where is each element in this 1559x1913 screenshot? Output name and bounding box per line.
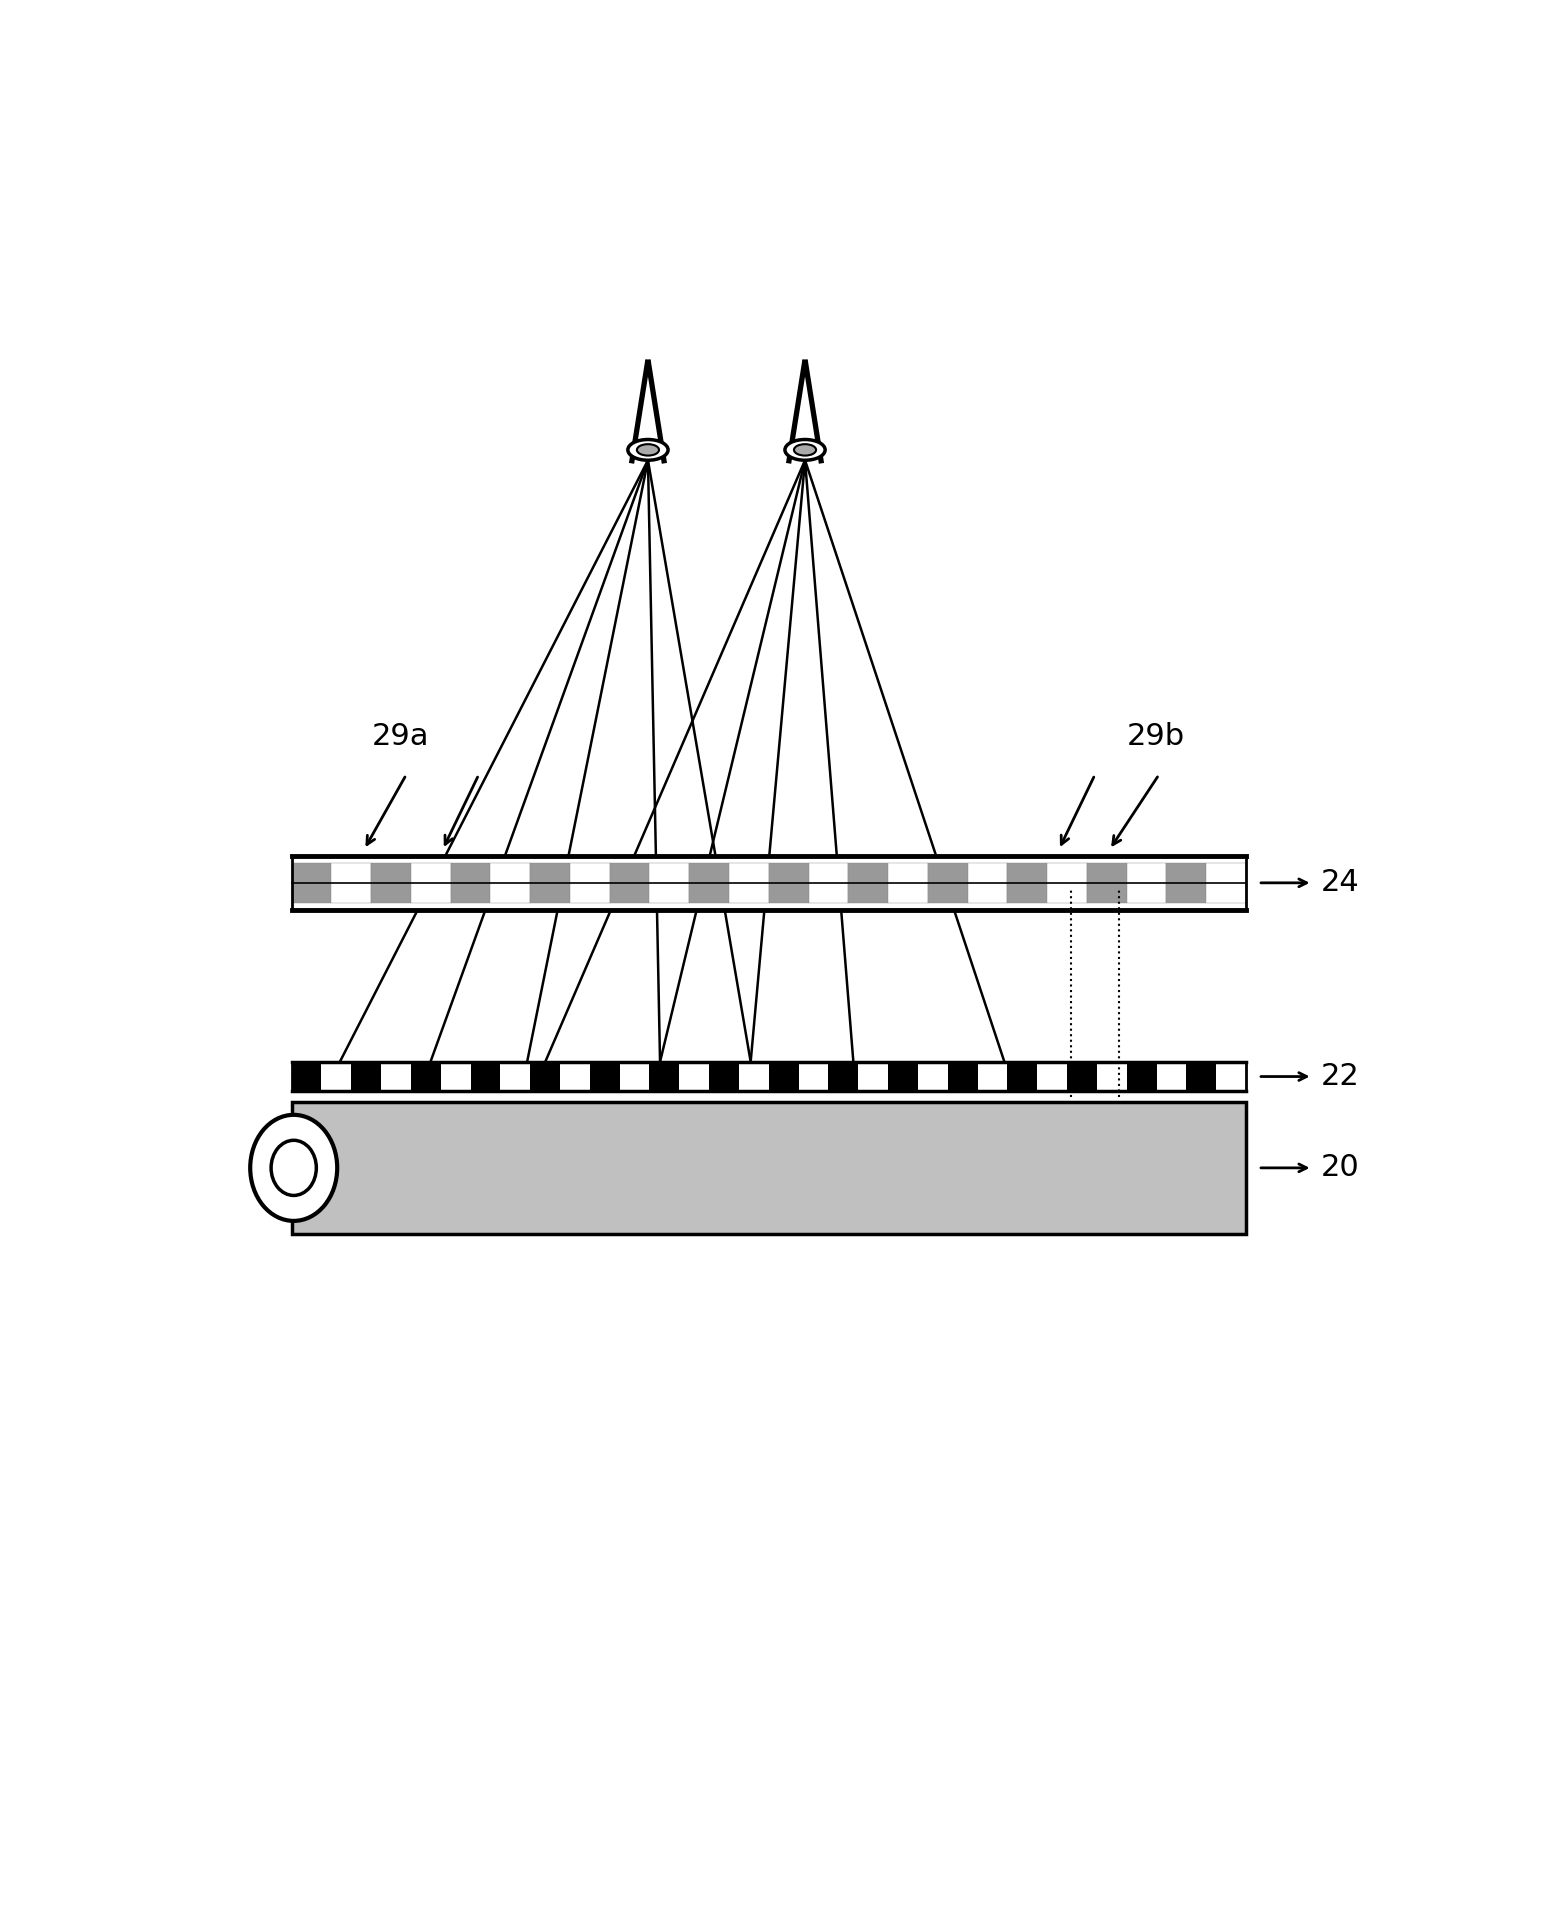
Bar	[560, 1062, 589, 1090]
Bar	[351, 1062, 380, 1090]
Bar	[918, 1062, 948, 1090]
Bar	[619, 1062, 650, 1090]
Bar	[809, 863, 848, 903]
Bar	[1207, 863, 1246, 903]
Bar	[1127, 1062, 1157, 1090]
Text: 20: 20	[1320, 1154, 1359, 1182]
Circle shape	[271, 1140, 316, 1196]
Bar	[1007, 863, 1048, 903]
Bar	[1127, 863, 1166, 903]
Bar	[1098, 1062, 1127, 1090]
Bar	[928, 863, 968, 903]
Bar	[650, 863, 689, 903]
Bar	[1216, 1062, 1246, 1090]
Bar	[1087, 863, 1127, 903]
Bar	[680, 1062, 709, 1090]
Bar	[1157, 1062, 1186, 1090]
Bar	[451, 863, 491, 903]
Bar	[739, 1062, 769, 1090]
Bar	[689, 863, 730, 903]
Bar	[889, 863, 928, 903]
Bar	[769, 863, 809, 903]
Bar	[292, 855, 1246, 911]
Bar	[491, 863, 530, 903]
Bar	[948, 1062, 977, 1090]
Ellipse shape	[794, 444, 815, 455]
Bar	[292, 1062, 321, 1090]
Bar	[1037, 1062, 1066, 1090]
Bar	[380, 1062, 412, 1090]
Bar	[371, 863, 412, 903]
Bar	[530, 1062, 560, 1090]
Ellipse shape	[628, 440, 669, 461]
Bar	[471, 1062, 500, 1090]
Bar	[610, 863, 650, 903]
Bar	[730, 863, 769, 903]
Bar	[1186, 1062, 1216, 1090]
Bar	[968, 863, 1007, 903]
Circle shape	[249, 1115, 337, 1220]
Bar	[589, 1062, 619, 1090]
Bar	[848, 863, 889, 903]
Bar	[530, 863, 571, 903]
Bar	[292, 863, 332, 903]
Bar	[650, 1062, 680, 1090]
Bar	[412, 863, 451, 903]
Ellipse shape	[638, 444, 659, 455]
Bar	[292, 1062, 1246, 1090]
Bar	[828, 1062, 859, 1090]
Bar	[798, 1062, 828, 1090]
Bar	[1007, 1062, 1037, 1090]
Bar	[1166, 863, 1207, 903]
Bar	[709, 1062, 739, 1090]
Bar	[500, 1062, 530, 1090]
Text: 29a: 29a	[371, 721, 429, 752]
Bar	[1066, 1062, 1098, 1090]
Bar	[292, 1102, 1246, 1234]
Bar	[332, 863, 371, 903]
Text: 24: 24	[1320, 869, 1359, 897]
Bar	[412, 1062, 441, 1090]
Bar	[1048, 863, 1087, 903]
Ellipse shape	[784, 440, 825, 461]
Bar	[769, 1062, 798, 1090]
Bar	[859, 1062, 889, 1090]
Bar	[571, 863, 610, 903]
Bar	[889, 1062, 918, 1090]
Text: 22: 22	[1320, 1062, 1359, 1090]
Text: 29b: 29b	[1126, 721, 1185, 752]
Bar	[441, 1062, 471, 1090]
Bar	[321, 1062, 351, 1090]
Bar	[977, 1062, 1007, 1090]
